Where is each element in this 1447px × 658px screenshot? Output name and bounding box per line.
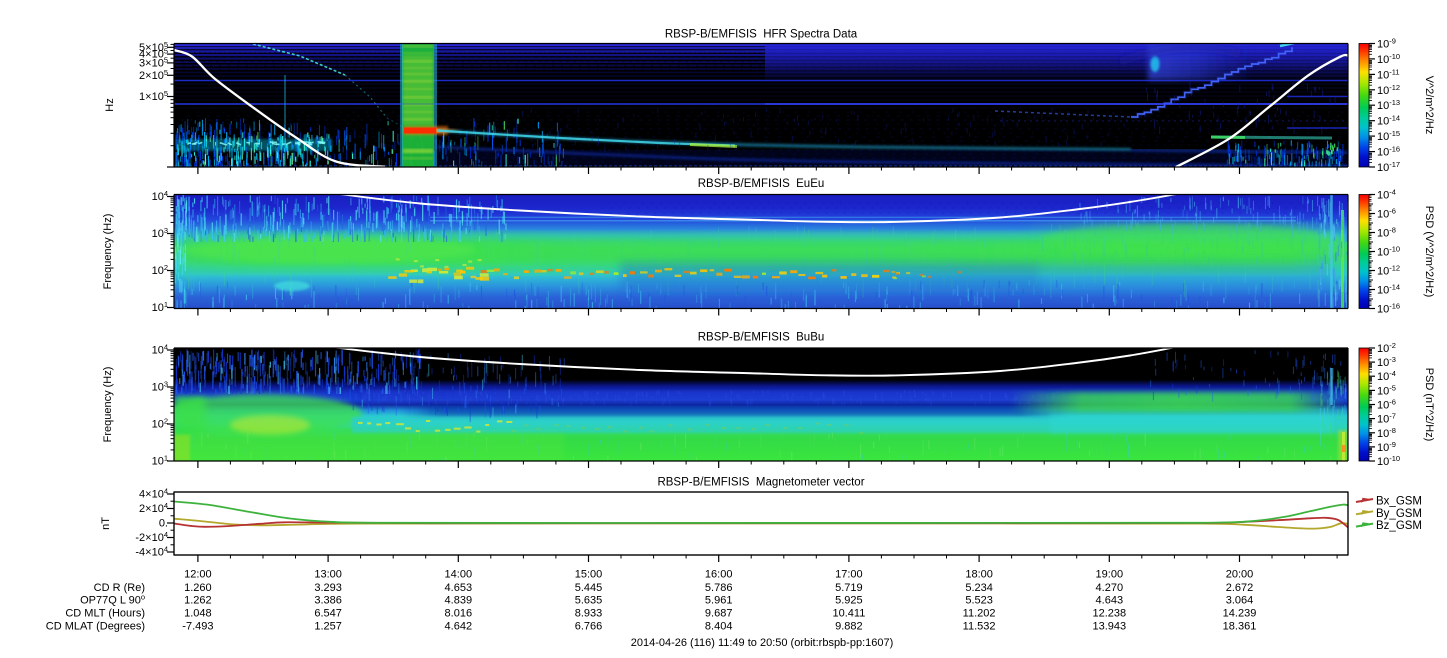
svg-text:2.672: 2.672 <box>1226 582 1254 594</box>
svg-text:Bx_GSM: Bx_GSM <box>1376 496 1422 508</box>
svg-text:2×105: 2×105 <box>139 68 168 82</box>
svg-text:4.653: 4.653 <box>445 582 473 594</box>
svg-text:-2×104: -2×104 <box>135 530 168 544</box>
svg-text:3.386: 3.386 <box>314 595 342 607</box>
svg-text:1.257: 1.257 <box>314 621 342 633</box>
svg-text:2×104: 2×104 <box>139 501 168 515</box>
svg-text:5.445: 5.445 <box>575 582 603 594</box>
svg-text:RBSP-B/EMFISIS Magnetometer v: RBSP-B/EMFISIS Magnetometer vector <box>657 477 864 489</box>
svg-text:Hz: Hz <box>104 98 116 111</box>
svg-text:20:00: 20:00 <box>1226 569 1254 581</box>
svg-text:4.270: 4.270 <box>1096 582 1124 594</box>
svg-text:5.786: 5.786 <box>705 582 733 594</box>
svg-text:6.766: 6.766 <box>575 621 603 633</box>
svg-text:CD MLAT (Degrees): CD MLAT (Degrees) <box>46 621 145 633</box>
svg-text:13:00: 13:00 <box>314 569 342 581</box>
svg-text:PSD (V^2/m^2/Hz): PSD (V^2/m^2/Hz) <box>1423 206 1435 298</box>
svg-text:8.016: 8.016 <box>445 608 473 620</box>
svg-text:18:00: 18:00 <box>965 569 993 581</box>
svg-text:5.234: 5.234 <box>965 582 993 594</box>
svg-text:3×105: 3×105 <box>139 55 168 69</box>
svg-text:V^2/m^2/Hz: V^2/m^2/Hz <box>1423 76 1435 135</box>
svg-text:6.547: 6.547 <box>314 608 342 620</box>
svg-text:12:00: 12:00 <box>184 569 212 581</box>
svg-text:9.882: 9.882 <box>835 621 863 633</box>
svg-text:4×104: 4×104 <box>139 487 168 501</box>
svg-text:5×105: 5×105 <box>139 40 168 54</box>
svg-text:RBSP-B/EMFISIS BuBu: RBSP-B/EMFISIS BuBu <box>698 332 825 344</box>
svg-text:5.719: 5.719 <box>835 582 863 594</box>
svg-text:-7.493: -7.493 <box>182 621 213 633</box>
svg-text:12.238: 12.238 <box>1092 608 1126 620</box>
svg-text:14:00: 14:00 <box>445 569 473 581</box>
svg-text:4.839: 4.839 <box>445 595 473 607</box>
svg-text:nT: nT <box>100 517 112 530</box>
svg-text:4.643: 4.643 <box>1096 595 1124 607</box>
svg-text:8.404: 8.404 <box>705 621 733 633</box>
svg-text:RBSP-B/EMFISIS HFR Spectra Da: RBSP-B/EMFISIS HFR Spectra Data <box>665 29 858 41</box>
svg-text:1.262: 1.262 <box>184 595 212 607</box>
svg-text:18.361: 18.361 <box>1223 621 1257 633</box>
svg-text:1.048: 1.048 <box>184 608 212 620</box>
svg-text:CD R (Re): CD R (Re) <box>94 582 145 594</box>
svg-text:0.: 0. <box>159 518 168 530</box>
svg-text:-4×104: -4×104 <box>135 545 168 559</box>
svg-text:5.523: 5.523 <box>965 595 993 607</box>
svg-text:13.943: 13.943 <box>1092 621 1126 633</box>
svg-text:14.239: 14.239 <box>1223 608 1257 620</box>
svg-text:Frequency (Hz): Frequency (Hz) <box>102 367 114 443</box>
svg-text:4.642: 4.642 <box>445 621 473 633</box>
svg-text:1×105: 1×105 <box>139 89 168 103</box>
svg-text:PSD (nT^2/Hz): PSD (nT^2/Hz) <box>1423 368 1435 442</box>
svg-text:1.260: 1.260 <box>184 582 212 594</box>
svg-text:OP77Q L 90o: OP77Q L 90o <box>80 593 145 607</box>
svg-text:11.532: 11.532 <box>963 621 996 633</box>
svg-text:17:00: 17:00 <box>835 569 863 581</box>
svg-text:3.293: 3.293 <box>314 582 342 594</box>
svg-text:5.961: 5.961 <box>705 595 733 607</box>
svg-text:By_GSM: By_GSM <box>1376 508 1422 520</box>
svg-text:CD MLT (Hours): CD MLT (Hours) <box>65 608 145 620</box>
svg-text:9.687: 9.687 <box>705 608 733 620</box>
svg-text:5.635: 5.635 <box>575 595 603 607</box>
svg-text:2014-04-26 (116) 11:49 to 20:5: 2014-04-26 (116) 11:49 to 20:50 (orbit:r… <box>631 637 894 649</box>
svg-text:4×105: 4×105 <box>139 47 168 61</box>
svg-text:RBSP-B/EMFISIS EuEu: RBSP-B/EMFISIS EuEu <box>698 178 825 190</box>
svg-text:11.202: 11.202 <box>963 608 996 620</box>
svg-text:10.411: 10.411 <box>832 608 865 620</box>
svg-text:15:00: 15:00 <box>575 569 603 581</box>
svg-text:19:00: 19:00 <box>1096 569 1124 581</box>
svg-text:5.925: 5.925 <box>835 595 863 607</box>
svg-text:16:00: 16:00 <box>705 569 733 581</box>
svg-text:Frequency (Hz): Frequency (Hz) <box>102 214 114 290</box>
svg-text:Bz_GSM: Bz_GSM <box>1376 520 1422 532</box>
svg-text:8.933: 8.933 <box>575 608 603 620</box>
svg-text:3.064: 3.064 <box>1226 595 1254 607</box>
